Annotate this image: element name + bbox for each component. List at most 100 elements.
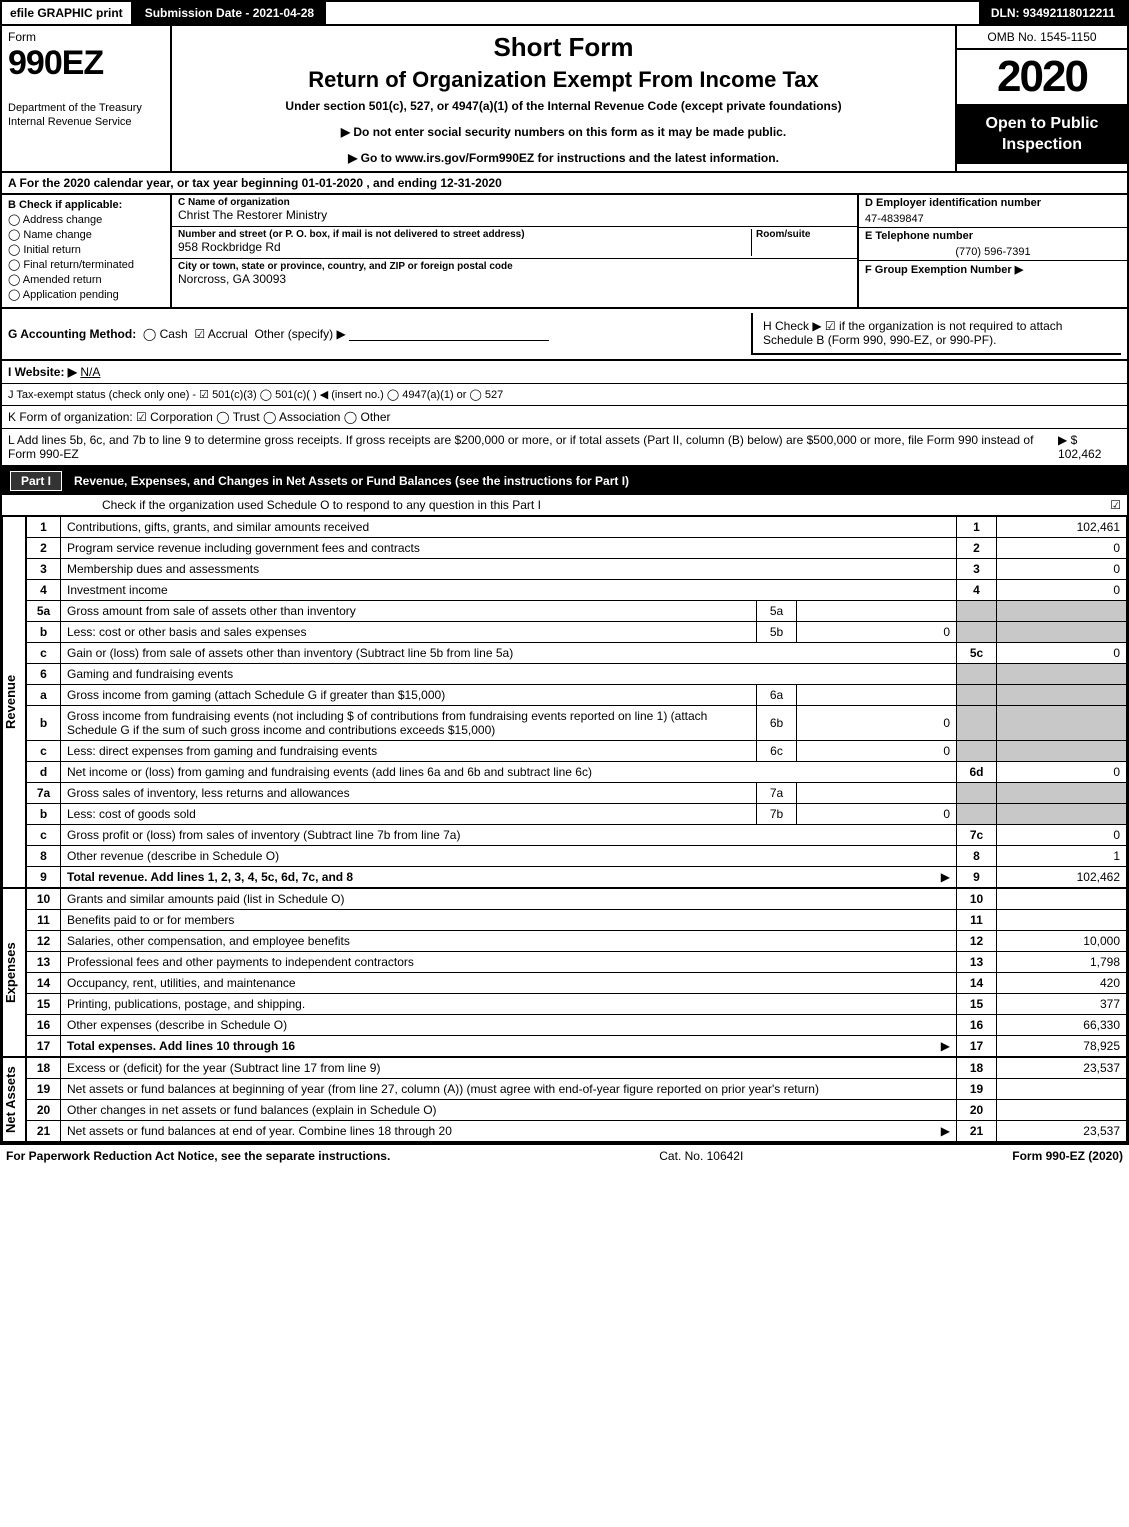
form-number: 990EZ (8, 44, 164, 83)
submission-date: Submission Date - 2021-04-28 (133, 2, 326, 24)
column-b: B Check if applicable: ◯ Address change … (2, 195, 172, 307)
part-i: Part I Revenue, Expenses, and Changes in… (0, 465, 1129, 1144)
efile-print-button[interactable]: efile GRAPHIC print (2, 2, 133, 24)
org-name-label: C Name of organization (178, 197, 851, 208)
goto-link[interactable]: ▶ Go to www.irs.gov/Form990EZ for instru… (182, 151, 945, 165)
schedule-o-checkbox[interactable]: ☑ (1110, 498, 1121, 512)
b-label: B Check if applicable: (8, 199, 122, 211)
ck-amended-return[interactable]: ◯ Amended return (8, 273, 164, 286)
row-9: 9Total revenue. Add lines 1, 2, 3, 4, 5c… (27, 867, 1127, 888)
room-label: Room/suite (756, 229, 851, 240)
right-block: OMB No. 1545-1150 2020 Open to Public In… (957, 26, 1127, 171)
dept-treasury: Department of the Treasury Internal Reve… (8, 101, 164, 130)
row-7b: bLess: cost of goods sold7b0 (27, 804, 1127, 825)
page-footer: For Paperwork Reduction Act Notice, see … (0, 1144, 1129, 1167)
row-17: 17Total expenses. Add lines 10 through 1… (27, 1036, 1127, 1057)
line-h: H Check ▶ ☑ if the organization is not r… (751, 313, 1121, 355)
org-name-row: C Name of organization Christ The Restor… (172, 195, 857, 227)
row-19: 19Net assets or fund balances at beginni… (27, 1079, 1127, 1100)
net-assets-tab: Net Assets (2, 1057, 26, 1142)
dln: DLN: 93492118012211 (979, 2, 1127, 24)
ck-final-return[interactable]: ◯ Final return/terminated (8, 258, 164, 271)
ein-value: 47-4839847 (859, 211, 1127, 228)
city-value: Norcross, GA 30093 (178, 272, 851, 286)
ck-initial-return[interactable]: ◯ Initial return (8, 243, 164, 256)
row-7a: 7aGross sales of inventory, less returns… (27, 783, 1127, 804)
line-a-tax-year: A For the 2020 calendar year, or tax yea… (0, 173, 1129, 195)
tel-value: (770) 596-7391 (859, 244, 1127, 261)
return-title: Return of Organization Exempt From Incom… (182, 67, 945, 93)
footer-right: Form 990-EZ (2020) (1012, 1149, 1123, 1163)
row-4: 4Investment income40 (27, 580, 1127, 601)
row-7c: cGross profit or (loss) from sales of in… (27, 825, 1127, 846)
g-other[interactable]: Other (specify) ▶ (254, 327, 345, 341)
line-l: L Add lines 5b, 6c, and 7b to line 9 to … (0, 429, 1129, 465)
g-h-row: G Accounting Method: ◯ Cash ☑ Accrual Ot… (0, 309, 1129, 361)
row-18: 18Excess or (deficit) for the year (Subt… (27, 1058, 1127, 1079)
ssn-warning: ▶ Do not enter social security numbers o… (182, 125, 945, 139)
top-bar: efile GRAPHIC print Submission Date - 20… (0, 0, 1129, 26)
g-accrual[interactable]: Accrual (208, 327, 248, 341)
l-text: L Add lines 5b, 6c, and 7b to line 9 to … (8, 433, 1058, 461)
row-12: 12Salaries, other compensation, and empl… (27, 931, 1127, 952)
street-label: Number and street (or P. O. box, if mail… (178, 229, 751, 240)
website-value[interactable]: N/A (80, 365, 100, 379)
footer-left: For Paperwork Reduction Act Notice, see … (6, 1149, 390, 1163)
row-10: 10Grants and similar amounts paid (list … (27, 889, 1127, 910)
tax-year: 2020 (957, 50, 1127, 106)
omb-number: OMB No. 1545-1150 (957, 26, 1127, 50)
row-3: 3Membership dues and assessments30 (27, 559, 1127, 580)
form-header: Form 990EZ Department of the Treasury In… (0, 26, 1129, 173)
l-amount: ▶ $ 102,462 (1058, 433, 1121, 461)
identity-section: B Check if applicable: ◯ Address change … (0, 195, 1129, 309)
row-6a: aGross income from gaming (attach Schedu… (27, 685, 1127, 706)
checkline-text: Check if the organization used Schedule … (102, 498, 541, 512)
g-other-blank[interactable] (349, 329, 549, 341)
line-k: K Form of organization: ☑ Corporation ◯ … (0, 406, 1129, 429)
row-6c: cLess: direct expenses from gaming and f… (27, 741, 1127, 762)
city-label: City or town, state or province, country… (178, 261, 851, 272)
row-8: 8Other revenue (describe in Schedule O)8… (27, 846, 1127, 867)
row-15: 15Printing, publications, postage, and s… (27, 994, 1127, 1015)
row-11: 11Benefits paid to or for members11 (27, 910, 1127, 931)
under-section: Under section 501(c), 527, or 4947(a)(1)… (182, 99, 945, 113)
part-i-checkline: Check if the organization used Schedule … (2, 495, 1127, 516)
expenses-tab: Expenses (2, 888, 26, 1057)
row-5c: cGain or (loss) from sale of assets othe… (27, 643, 1127, 664)
ein-label: D Employer identification number (859, 195, 1127, 211)
row-20: 20Other changes in net assets or fund ba… (27, 1100, 1127, 1121)
part-i-header: Part I Revenue, Expenses, and Changes in… (2, 467, 1127, 495)
row-6d: dNet income or (loss) from gaming and fu… (27, 762, 1127, 783)
dept-line2: Internal Revenue Service (8, 116, 132, 128)
column-c: C Name of organization Christ The Restor… (172, 195, 857, 307)
i-prefix: I Website: ▶ (8, 365, 77, 379)
street-row: Number and street (or P. O. box, if mail… (172, 227, 857, 259)
g-cash[interactable]: Cash (160, 327, 188, 341)
column-d: D Employer identification number 47-4839… (857, 195, 1127, 307)
form-label-block: Form 990EZ Department of the Treasury In… (2, 26, 172, 171)
row-2: 2Program service revenue including gover… (27, 538, 1127, 559)
form-word: Form (8, 30, 164, 44)
row-1: 1Contributions, gifts, grants, and simil… (27, 517, 1127, 538)
open-to-public: Open to Public Inspection (957, 106, 1127, 164)
ck-app-pending[interactable]: ◯ Application pending (8, 288, 164, 301)
part-i-title: Revenue, Expenses, and Changes in Net As… (74, 474, 629, 488)
row-16: 16Other expenses (describe in Schedule O… (27, 1015, 1127, 1036)
footer-cat: Cat. No. 10642I (659, 1149, 743, 1163)
line-g: G Accounting Method: ◯ Cash ☑ Accrual Ot… (8, 327, 549, 341)
street-value: 958 Rockbridge Rd (178, 240, 751, 254)
expenses-table: 10Grants and similar amounts paid (list … (26, 888, 1127, 1057)
group-exempt-label: F Group Exemption Number ▶ (859, 261, 1127, 278)
row-21: 21Net assets or fund balances at end of … (27, 1121, 1127, 1142)
city-row: City or town, state or province, country… (172, 259, 857, 291)
row-14: 14Occupancy, rent, utilities, and mainte… (27, 973, 1127, 994)
title-block: Short Form Return of Organization Exempt… (172, 26, 957, 171)
short-form-title: Short Form (182, 32, 945, 63)
row-5a: 5aGross amount from sale of assets other… (27, 601, 1127, 622)
part-i-label: Part I (10, 471, 62, 491)
ck-name-change[interactable]: ◯ Name change (8, 228, 164, 241)
ck-address-change[interactable]: ◯ Address change (8, 213, 164, 226)
revenue-table: 1Contributions, gifts, grants, and simil… (26, 516, 1127, 888)
revenue-tab: Revenue (2, 516, 26, 888)
g-prefix: G Accounting Method: (8, 327, 136, 341)
